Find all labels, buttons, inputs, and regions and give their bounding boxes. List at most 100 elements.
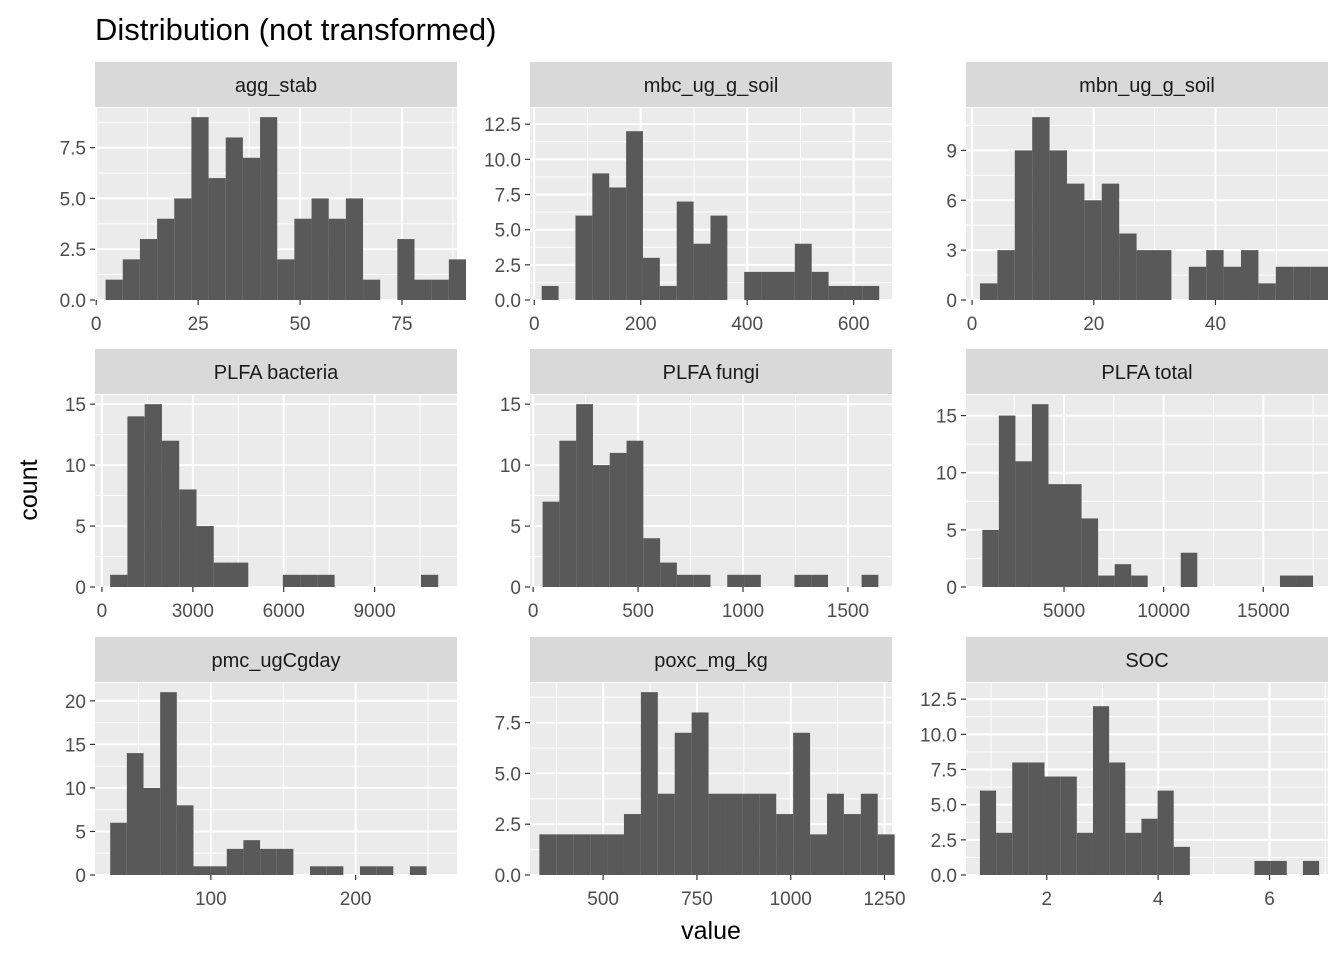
histogram-bar (592, 173, 610, 300)
x-tick-label: 0 (97, 601, 108, 622)
histogram-bar (345, 198, 364, 300)
histogram-bar (710, 215, 728, 300)
histogram-bar (1302, 860, 1320, 875)
facet-panel: poxc_mg_kg 500 750 1000 1250 0.0 2.5 5.0 7.5 (495, 637, 906, 910)
x-tick-label: 1250 (863, 889, 905, 910)
histogram-bar (1153, 250, 1172, 300)
histogram-bar (810, 834, 827, 875)
histogram-bar (998, 415, 1016, 587)
y-tick-label: 15 (936, 407, 957, 428)
histogram-bar (693, 243, 711, 300)
y-tick-label: 5 (75, 517, 86, 538)
histogram-bar (213, 562, 232, 587)
y-tick-label: 5 (946, 521, 957, 542)
facet-strip (95, 349, 457, 394)
facet-strip (95, 637, 457, 682)
histogram-bar (1084, 200, 1102, 300)
y-tick-label: 10 (936, 464, 957, 485)
histogram-bar (1131, 575, 1148, 587)
y-tick-label: 0.0 (495, 291, 521, 312)
histogram-bar (676, 201, 694, 300)
histogram-bar (1101, 183, 1120, 300)
facet-label: SOC (1125, 650, 1168, 672)
y-tick-label: 10 (65, 779, 86, 800)
histogram-bar (317, 574, 335, 587)
histogram-bar (626, 131, 643, 300)
histogram-bar (640, 692, 658, 875)
histogram-bar (576, 404, 593, 587)
histogram-bar (539, 834, 557, 875)
y-tick-label: 2.5 (495, 256, 521, 277)
histogram-bar (609, 187, 627, 300)
facet-panel: PLFA fungi 0 500 1000 1500 0 5 10 15 (500, 349, 892, 622)
histogram-bar (660, 562, 677, 587)
histogram-bar (126, 753, 144, 875)
facet-panel: pmc_ugCgday 100 200 0 5 10 15 20 (65, 637, 457, 910)
y-tick-label: 0.0 (60, 291, 86, 312)
histogram-bar (1028, 762, 1045, 875)
histogram-bar (409, 866, 427, 875)
y-tick-label: 0 (946, 578, 957, 599)
x-tick-label: 6000 (263, 601, 305, 622)
y-tick-label: 0 (75, 578, 86, 599)
histogram-bar (161, 440, 180, 587)
histogram-bar (590, 834, 608, 875)
facet-strip (966, 349, 1328, 394)
histogram-bar (208, 178, 226, 300)
facet-strip (966, 62, 1328, 107)
facet-panel: PLFA total 5000 10000 15000 0 5 10 15 (936, 349, 1328, 622)
histogram-bar (110, 822, 127, 875)
histogram-bar (260, 848, 277, 875)
x-axis-title: value (681, 917, 741, 945)
y-tick-label: 5 (510, 517, 521, 538)
x-tick-label: 6 (1264, 889, 1275, 910)
x-tick-label: 0 (528, 601, 539, 622)
histogram-bar (143, 787, 161, 875)
histogram-bar (793, 732, 811, 875)
y-tick-label: 5.0 (495, 221, 521, 242)
histogram-bar (861, 574, 879, 587)
histogram-bar (210, 866, 227, 875)
histogram-bar (742, 793, 760, 875)
x-tick-label: 500 (587, 889, 619, 910)
x-tick-label: 400 (731, 314, 763, 335)
histogram-bar (794, 243, 812, 300)
facet-label: poxc_mg_kg (654, 650, 767, 672)
x-tick-label: 25 (188, 314, 209, 335)
x-tick-label: 9000 (353, 601, 395, 622)
y-tick-label: 0 (75, 866, 86, 887)
x-tick-label: 50 (289, 314, 310, 335)
facet-panel: mbn_ug_g_soil 0 20 40 0 3 6 9 (946, 62, 1328, 335)
x-tick-label: 0 (967, 314, 978, 335)
y-tick-label: 5.0 (495, 764, 521, 785)
y-tick-label: 3 (946, 241, 957, 262)
histogram-bar (794, 574, 812, 587)
histogram-bar (397, 239, 415, 300)
histogram-bar (776, 814, 794, 875)
histogram-bar (160, 692, 177, 875)
x-tick-label: 40 (1205, 314, 1226, 335)
y-tick-label: 0.0 (495, 866, 521, 887)
histogram-bar (542, 501, 560, 587)
histogram-bar (144, 404, 162, 587)
y-tick-label: 7.5 (495, 186, 521, 207)
y-axis-title: count (15, 459, 43, 520)
y-tick-label: 10.0 (920, 725, 957, 746)
histogram-bar (176, 805, 194, 875)
facet-panel: mbc_ug_g_soil 0 200 400 600 0.0 2.5 5.0 7.5 10.0 1… (484, 62, 892, 335)
histogram-bar (1275, 266, 1294, 300)
histogram-bar (744, 271, 762, 300)
x-tick-label: 2 (1041, 889, 1052, 910)
histogram-bar (744, 574, 761, 587)
histogram-bar (243, 840, 261, 875)
histogram-bar (363, 279, 381, 300)
y-tick-label: 0 (510, 578, 521, 599)
histogram-bar (277, 259, 295, 300)
histogram-bar (260, 117, 278, 301)
facet-panel: agg_stab 0 25 50 75 0.0 2.5 5.0 7.5 (60, 62, 467, 335)
histogram-bar (676, 574, 694, 587)
histogram-bar (139, 239, 158, 300)
histogram-bar (1296, 575, 1314, 587)
histogram-bar (1173, 846, 1190, 875)
facet-strip (530, 62, 892, 107)
